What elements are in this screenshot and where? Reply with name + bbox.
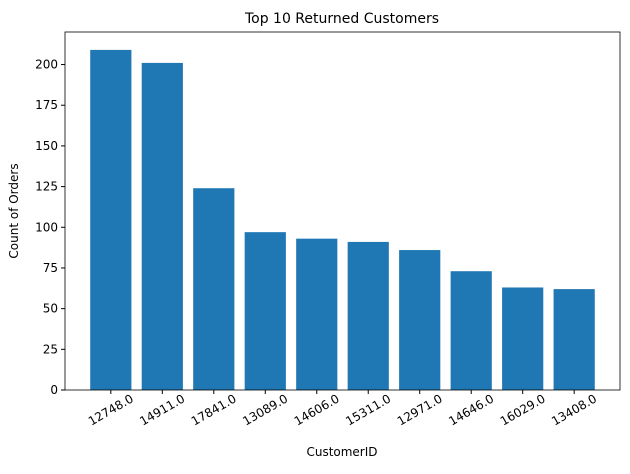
bar <box>553 289 595 390</box>
bar <box>399 250 441 390</box>
x-tick-label: 14646.0 <box>446 392 496 429</box>
chart-title: Top 10 Returned Customers <box>244 11 439 27</box>
y-tick-label: 75 <box>43 261 58 275</box>
x-axis-label: CustomerID <box>306 445 377 459</box>
bar <box>450 271 492 390</box>
x-tick-label: 13408.0 <box>549 392 599 429</box>
y-tick-label: 100 <box>35 220 58 234</box>
x-tick-label: 17841.0 <box>189 392 239 429</box>
y-tick-label: 175 <box>35 98 58 112</box>
bar <box>193 188 235 390</box>
bar <box>244 232 286 390</box>
bar <box>502 287 544 390</box>
x-tick-label: 12971.0 <box>395 392 445 429</box>
x-tick-label: 13089.0 <box>240 392 290 429</box>
y-tick-label: 25 <box>43 342 58 356</box>
y-tick-label: 125 <box>35 180 58 194</box>
y-tick-label: 0 <box>50 383 58 397</box>
x-tick-label: 15311.0 <box>343 392 393 429</box>
y-tick-label: 200 <box>35 58 58 72</box>
bar <box>90 49 132 391</box>
x-tick-label: 16029.0 <box>498 392 548 429</box>
plot-frame <box>64 31 621 391</box>
y-tick-label: 50 <box>43 302 58 316</box>
y-tick-label: 150 <box>35 139 58 153</box>
bar <box>296 238 338 390</box>
y-axis-label: Count of Orders <box>7 163 21 258</box>
x-tick-label: 12748.0 <box>86 392 136 429</box>
bar <box>141 62 183 390</box>
bar <box>347 241 389 390</box>
x-tick-label: 14606.0 <box>292 392 342 429</box>
x-tick-label: 14911.0 <box>137 392 187 429</box>
